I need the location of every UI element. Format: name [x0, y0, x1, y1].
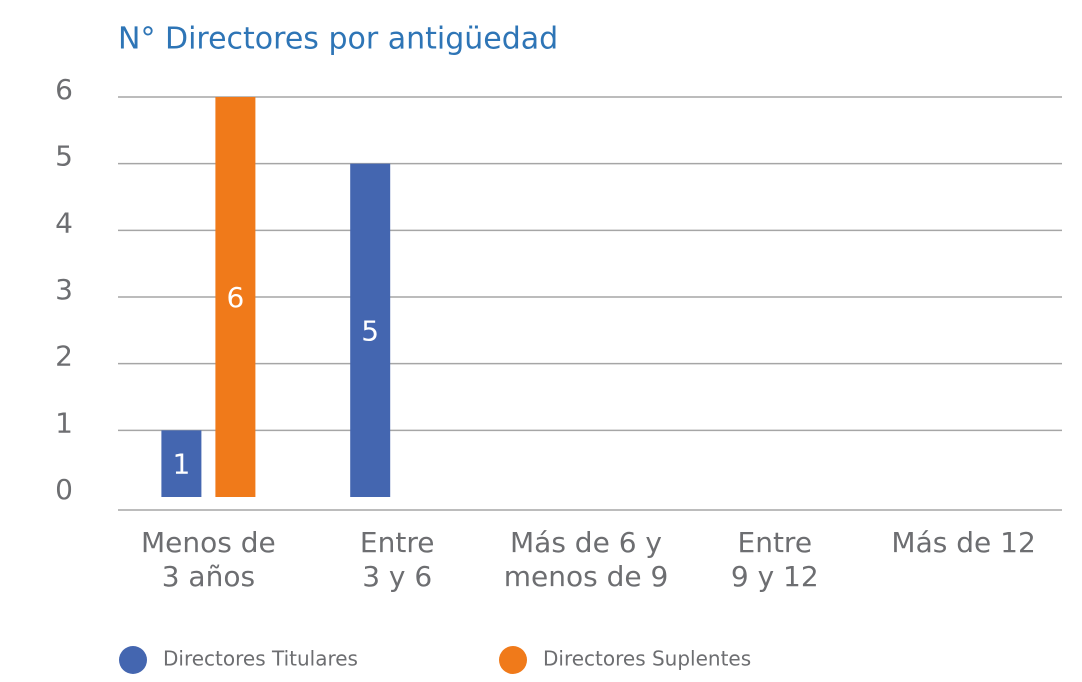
data-label: 5 [361, 314, 379, 347]
y-tick-label: 2 [55, 340, 73, 373]
x-tick-label: Menos de 3 años [141, 526, 276, 593]
legend-label: Directores Titulares [163, 647, 358, 671]
data-label: 1 [172, 448, 190, 481]
y-tick-label: 6 [55, 73, 73, 106]
legend-marker [119, 646, 147, 674]
x-tick-label: Entre 3 y 6 [359, 526, 435, 593]
y-tick-label: 0 [55, 473, 73, 506]
y-tick-label: 4 [55, 206, 73, 239]
x-tick-label: Más de 12 [891, 526, 1036, 559]
y-tick-label: 1 [55, 406, 73, 439]
chart-title: N° Directores por antigüedad [118, 22, 558, 57]
x-tick-label: Entre 9 y 12 [730, 526, 819, 593]
x-tick-label: Más de 6 y menos de 9 [503, 526, 669, 593]
data-label: 6 [226, 281, 244, 314]
bar [161, 430, 202, 497]
legend-marker [499, 646, 527, 674]
bar [215, 97, 256, 497]
y-tick-label: 3 [55, 273, 73, 306]
y-tick-label: 5 [55, 140, 73, 173]
bar [350, 163, 391, 497]
legend-label: Directores Suplentes [543, 647, 751, 671]
